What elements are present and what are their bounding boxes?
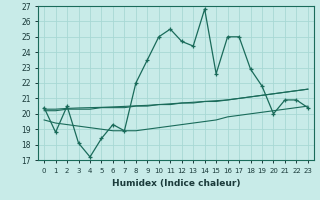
X-axis label: Humidex (Indice chaleur): Humidex (Indice chaleur) [112,179,240,188]
